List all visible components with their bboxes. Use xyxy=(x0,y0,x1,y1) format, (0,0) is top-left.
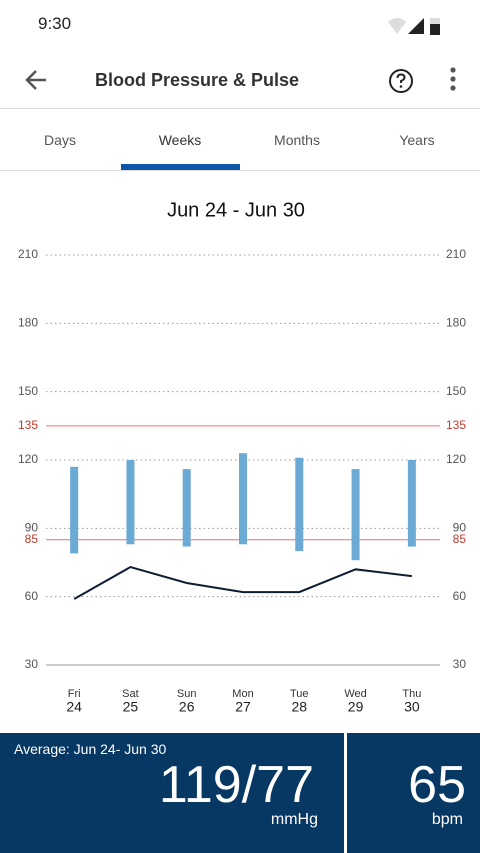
x-tick-date: 25 xyxy=(123,699,139,715)
y-tick-label: 180 xyxy=(18,316,38,330)
bp-range-bar xyxy=(70,466,79,554)
x-tick-label: Tue xyxy=(290,688,309,700)
tab[interactable]: Months xyxy=(274,132,320,148)
x-tick-label: Mon xyxy=(232,688,253,700)
x-tick-label: Sun xyxy=(177,688,197,700)
reference-label: 135 xyxy=(446,418,466,432)
bp-range-bar xyxy=(126,460,135,545)
tab[interactable]: Weeks xyxy=(158,132,202,148)
y2-tick-label: 60 xyxy=(453,589,467,603)
screen-title: Blood Pressure & Pulse xyxy=(95,70,300,90)
status-time: 9:30 xyxy=(38,14,72,33)
chart: Jun 24 - Jun 30 30 60 90 120 150 180 210 30 60 90… xyxy=(18,199,467,715)
x-tick-label: Fri xyxy=(68,688,81,700)
y2-tick-label: 150 xyxy=(446,384,466,398)
y-tick-label: 120 xyxy=(18,452,38,466)
chart-title: Jun 24 - Jun 30 xyxy=(167,199,305,221)
summary-panel: Average: Jun 24- Jun 30 119/77 mmHg 65 b… xyxy=(0,733,480,853)
help-button[interactable] xyxy=(388,68,414,94)
y2-tick-label: 210 xyxy=(446,247,466,261)
bp-range-bar xyxy=(295,457,304,552)
y-tick-label: 90 xyxy=(25,521,39,535)
bp-range-bar xyxy=(239,453,247,545)
x-tick-date: 27 xyxy=(235,699,251,715)
reference-label: 85 xyxy=(453,532,467,546)
x-tick-label: Sat xyxy=(122,688,139,700)
back-button[interactable] xyxy=(24,68,48,92)
x-tick-date: 26 xyxy=(179,699,195,715)
y2-tick-label: 30 xyxy=(453,657,467,671)
reference-label: 85 xyxy=(25,532,39,546)
tab-indicator xyxy=(121,164,240,170)
y-tick-label: 150 xyxy=(18,384,38,398)
x-tick-label: Thu xyxy=(402,688,421,700)
y2-tick-label: 90 xyxy=(453,521,467,535)
tab-bar: Days Weeks Months Years xyxy=(0,109,480,171)
pulse-value: 65 xyxy=(408,756,466,814)
x-tick-date: 29 xyxy=(348,699,364,715)
bp-range-bar xyxy=(182,469,191,547)
y-tick-label: 210 xyxy=(18,247,38,261)
app-bar: Blood Pressure & Pulse xyxy=(0,48,480,109)
bp-value: 119/77 xyxy=(158,756,314,814)
x-tick-date: 28 xyxy=(291,699,307,715)
bp-unit: mmHg xyxy=(270,811,318,828)
y2-tick-label: 120 xyxy=(446,452,466,466)
y-tick-label: 30 xyxy=(25,657,39,671)
tab[interactable]: Days xyxy=(44,132,76,148)
menu-button[interactable] xyxy=(446,66,460,94)
x-tick-date: 24 xyxy=(66,699,82,715)
x-tick-date: 30 xyxy=(404,699,420,715)
y-tick-label: 60 xyxy=(25,589,39,603)
tab[interactable]: Years xyxy=(399,132,435,148)
status-icons xyxy=(388,18,440,35)
divider xyxy=(344,733,347,853)
y2-tick-label: 180 xyxy=(446,316,466,330)
reference-label: 135 xyxy=(18,418,38,432)
pulse-line xyxy=(73,565,412,600)
status-bar: 9:30 xyxy=(0,0,480,48)
x-tick-label: Wed xyxy=(344,688,366,700)
pulse-unit: bpm xyxy=(431,811,463,828)
average-label: Average: Jun 24- Jun 30 xyxy=(14,741,167,757)
bp-range-bar xyxy=(351,469,360,561)
bp-range-bar xyxy=(407,460,416,547)
